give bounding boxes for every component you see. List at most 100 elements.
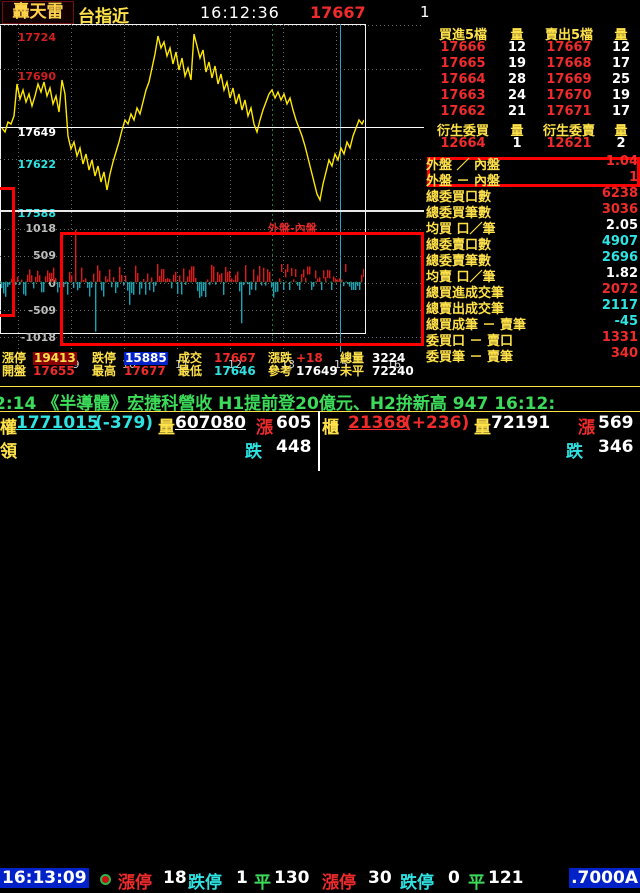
stat-row[interactable]: 總買成筆 － 賣筆 -45 <box>424 314 640 333</box>
market-boards: 權 1771015 (-379) 量 607080 漲 605 領 跌 448 … <box>0 411 640 893</box>
grid-line-v <box>283 24 284 352</box>
summary-value: 17677 <box>124 364 166 378</box>
stat-row[interactable]: 均買 口／筆 2.05 <box>424 218 640 237</box>
stat-row[interactable]: 總委買筆數 3036 <box>424 202 640 221</box>
chart-annotation-label: 外盤-內盤 <box>268 222 317 235</box>
flat-count-left: 130 <box>274 868 310 888</box>
order-book-row[interactable]: 17664 28 17669 25 <box>424 72 640 88</box>
limit-down-label-left: 跌停 <box>188 873 222 893</box>
summary-label: 參考 <box>268 364 293 378</box>
chart-axis-label: 17724 <box>17 31 56 44</box>
stat-row[interactable]: 總委賣筆數 2696 <box>424 250 640 269</box>
bid-price: 17664 <box>440 72 486 87</box>
stat-label: 總委買筆數 <box>426 206 492 221</box>
grid-line-v <box>177 24 178 352</box>
stat-row[interactable]: 外盤 ／ 內盤 1.04 <box>424 154 640 173</box>
deriv-ask-price: 12621 <box>546 136 592 151</box>
board-left-tag: 權 <box>0 418 17 438</box>
derivative-header[interactable]: 衍生委買 量 衍生委賣 量 <box>424 120 640 139</box>
summary-value: 72240 <box>372 364 414 378</box>
stat-label: 總賣出成交筆 <box>426 302 505 317</box>
stat-row[interactable]: 委買口 － 賣口 1331 <box>424 330 640 349</box>
board-left-volume-label: 量 <box>158 418 175 438</box>
stat-value: 4907 <box>601 234 638 249</box>
bid-qty: 24 <box>507 88 527 103</box>
board-left-volume: 607080 <box>175 413 246 433</box>
grid-line-v <box>18 24 19 352</box>
summary-label: 總量 <box>340 351 365 365</box>
order-book-panel[interactable]: 買進5檔量賣出5檔量 17666 12 17667 12 17665 19 17668 17 17… <box>424 24 640 384</box>
chart-plot-area[interactable]: 外盤-內盤 <box>0 24 424 352</box>
summary-label: 開盤 <box>2 364 27 378</box>
subchart-separator <box>0 210 424 212</box>
deriv-ask-qty-header: 量 <box>614 124 628 139</box>
summary-label: 成交 <box>178 351 203 365</box>
bid-qty: 12 <box>507 40 527 55</box>
stat-row[interactable]: 總買進成交筆 2072 <box>424 282 640 301</box>
order-book-header[interactable]: 買進5檔 量 賣出5檔 量 <box>424 24 640 43</box>
chart-x-tick: 15 <box>334 358 348 371</box>
grid-line-v-session <box>272 24 273 352</box>
ask-header: 賣出5檔 <box>544 28 594 43</box>
stat-value: 2696 <box>601 250 638 265</box>
deriv-bid-price: 12664 <box>440 136 486 151</box>
grid-line-h <box>0 69 424 70</box>
quote-summary: 漲停 19413 跌停 15885 成交 17667 漲跌 +18 總量 3224 開盤 17655… <box>0 352 424 378</box>
order-book-row[interactable]: 17663 24 17670 19 <box>424 88 640 104</box>
derivative-row[interactable]: 12664 1 12621 2 <box>424 136 640 152</box>
order-book-row[interactable]: 17665 19 17668 17 <box>424 56 640 72</box>
grid-line-h <box>0 310 424 311</box>
deriv-bid-qty-header: 量 <box>510 124 524 139</box>
recording-indicator-icon[interactable] <box>100 874 111 885</box>
summary-label: 最高 <box>92 364 117 378</box>
flat-label-left: 平 <box>254 873 271 893</box>
quote-summary-row: 開盤 17655 最高 17677 最低 17646 參考 17649 未平 72240 <box>0 365 424 378</box>
intraday-chart[interactable]: 177241769017649176221758810185090-509-10… <box>0 24 424 371</box>
grid-line-h <box>0 159 424 160</box>
header-bar: 轟天雷 台指近 16:12:36 17667 1 <box>0 0 640 27</box>
stat-row[interactable]: 總委賣口數 4907 <box>424 234 640 253</box>
ask-price: 17669 <box>546 72 592 87</box>
board-left-lead-label: 領 <box>0 442 17 462</box>
grid-line-v <box>230 24 231 352</box>
stat-value: 2072 <box>601 282 638 297</box>
app-logo[interactable]: 轟天雷 <box>2 1 74 24</box>
chart-x-tick: 13 <box>281 358 295 371</box>
stat-label: 委買口 － 賣口 <box>426 334 514 349</box>
stat-value: 2117 <box>601 298 638 313</box>
board-left-down-count: 448 <box>276 437 312 457</box>
deriv-bid-header: 衍生委買 <box>436 124 489 139</box>
flat-count-right: 121 <box>488 868 524 888</box>
stat-row[interactable]: 總賣出成交筆 2117 <box>424 298 640 317</box>
ask-qty: 19 <box>611 88 631 103</box>
board-right-volume-label: 量 <box>474 418 491 438</box>
last-price: 17667 <box>310 3 366 22</box>
limit-up-count-right: 30 <box>368 868 392 888</box>
grid-line-h <box>0 283 424 284</box>
product-name[interactable]: 台指近 <box>78 7 129 27</box>
bid-qty: 19 <box>507 56 527 71</box>
stat-row[interactable]: 均賣 口／筆 1.82 <box>424 266 640 285</box>
grid-line-v <box>124 24 125 352</box>
stat-row[interactable]: 外盤 － 內盤 1 <box>424 170 640 189</box>
chart-x-tick: 11 <box>175 358 189 371</box>
news-ticker-text: 2:14 《半導體》宏捷科營收 H1提前登20億元、H2拚新高 947 16:1… <box>0 394 556 412</box>
stat-label: 外盤 － 內盤 <box>426 174 501 189</box>
stat-value: 1331 <box>601 330 638 345</box>
ask-qty: 12 <box>611 40 631 55</box>
board-right-change: (+236) <box>404 413 470 433</box>
stat-label: 外盤 ／ 內盤 <box>426 158 501 173</box>
board-left-up-count: 605 <box>276 413 312 433</box>
stat-label: 委買筆 － 賣筆 <box>426 350 514 365</box>
flat-label-right: 平 <box>468 873 485 893</box>
corner-indicator[interactable]: .7000A <box>569 868 640 888</box>
order-book-row[interactable]: 17666 12 17667 12 <box>424 40 640 56</box>
news-ticker[interactable]: 2:14 《半導體》宏捷科營收 H1提前登20億元、H2拚新高 947 16:1… <box>0 386 640 412</box>
order-book-row[interactable]: 17662 21 17671 17 <box>424 104 640 120</box>
stat-value: 3036 <box>601 202 638 217</box>
limit-up-count-left: 18 <box>163 868 187 888</box>
stat-label: 均賣 口／筆 <box>426 270 496 285</box>
chart-axis-label: 509 <box>33 249 56 262</box>
stat-row[interactable]: 委買筆 － 賣筆 340 <box>424 346 640 365</box>
stat-row[interactable]: 總委買口數 6238 <box>424 186 640 205</box>
